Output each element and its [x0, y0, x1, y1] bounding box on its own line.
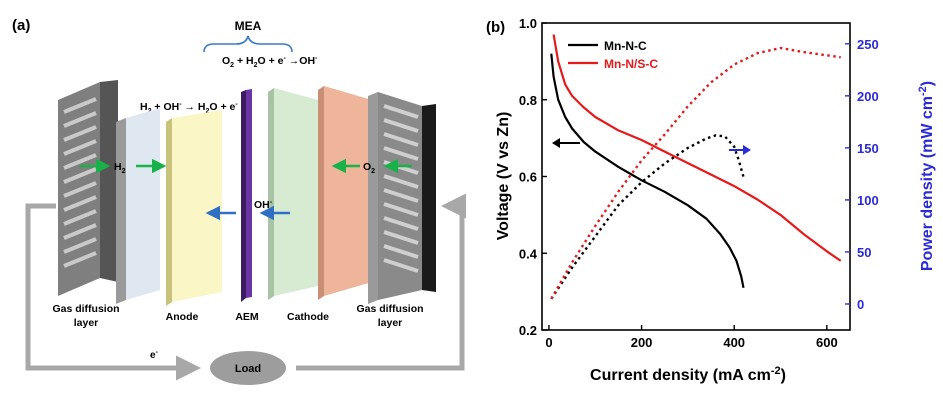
aem-membrane	[241, 89, 252, 302]
y2-tick-label: 250	[857, 37, 879, 52]
electron-label: e-	[150, 349, 159, 361]
series-line-mn-n-c	[550, 53, 745, 289]
anode-layer	[166, 110, 222, 306]
plot-frame	[541, 22, 851, 331]
y2-tick-label: 150	[857, 141, 879, 156]
legend-label-mn-ns-c: Mn-N/S-C	[604, 57, 658, 71]
y2-tick-label: 100	[857, 193, 879, 208]
panel-a-label: (a)	[12, 17, 30, 34]
oh-label: OH-	[254, 199, 273, 211]
anode-label: Anode	[166, 311, 199, 323]
cathode-reaction: O2 + H2O + e- →OH-	[222, 55, 318, 69]
y-tick-label: 0.6	[519, 170, 537, 185]
y-tick-label: 0.4	[519, 246, 538, 261]
series-line-mn-n-s-c-power	[550, 46, 841, 300]
y-axis-title: Voltage (V vs Zn)	[495, 112, 512, 241]
external-circuit-left	[25, 203, 201, 381]
left-axis-indicator-head	[552, 138, 560, 148]
x-tick-label: 400	[723, 335, 745, 350]
cathode-label: Cathode	[287, 311, 329, 323]
y-tick-label: 0.2	[519, 323, 537, 338]
series-line-mn-n-c-power	[550, 134, 745, 300]
panel-b-label: (b)	[486, 19, 505, 36]
panel-a-schematic: (a) MEA H2 + OH- → H2O + e- O2 + H2O + e…	[12, 17, 466, 385]
h2-label: H2	[114, 161, 126, 175]
gdl-left-label-line1: Gas diffusion	[52, 303, 119, 315]
o2-label: O2	[363, 161, 375, 175]
gdl-right-label-line1: Gas diffusion	[356, 303, 423, 315]
cathode-layer	[268, 88, 318, 300]
gdl-left-label-line2: layer	[74, 317, 99, 329]
legend: Mn-N-C Mn-N/S-C	[568, 39, 658, 71]
y2-tick-label: 50	[857, 245, 871, 260]
load-ellipse	[210, 351, 286, 385]
legend-label-mn-n-c: Mn-N-C	[604, 39, 647, 53]
y2-axis-title: Power density (mW cm-2)	[917, 81, 936, 271]
y-tick-label: 1.0	[519, 16, 537, 31]
x-axis-title: Current density (mA cm-2)	[590, 365, 786, 384]
y2-tick-label: 0	[857, 297, 864, 312]
load-label: Load	[235, 363, 261, 375]
y2-tick-label: 200	[857, 89, 879, 104]
y-tick-label: 0.8	[519, 93, 537, 108]
x-tick-label: 600	[816, 335, 838, 350]
mea-label: MEA	[235, 19, 262, 33]
series-line-mn-n-s-c	[552, 34, 842, 262]
x-tick-label: 0	[545, 335, 552, 350]
external-circuit-right	[296, 193, 466, 371]
right-axis-indicator-head	[743, 145, 751, 155]
x-tick-label: 200	[631, 335, 653, 350]
mea-bracket	[203, 35, 293, 53]
aem-label: AEM	[235, 311, 259, 323]
gas-diffusion-layer-left	[58, 80, 160, 304]
gdl-right-label-line2: layer	[378, 317, 403, 329]
gas-diffusion-layer-right	[318, 86, 436, 304]
